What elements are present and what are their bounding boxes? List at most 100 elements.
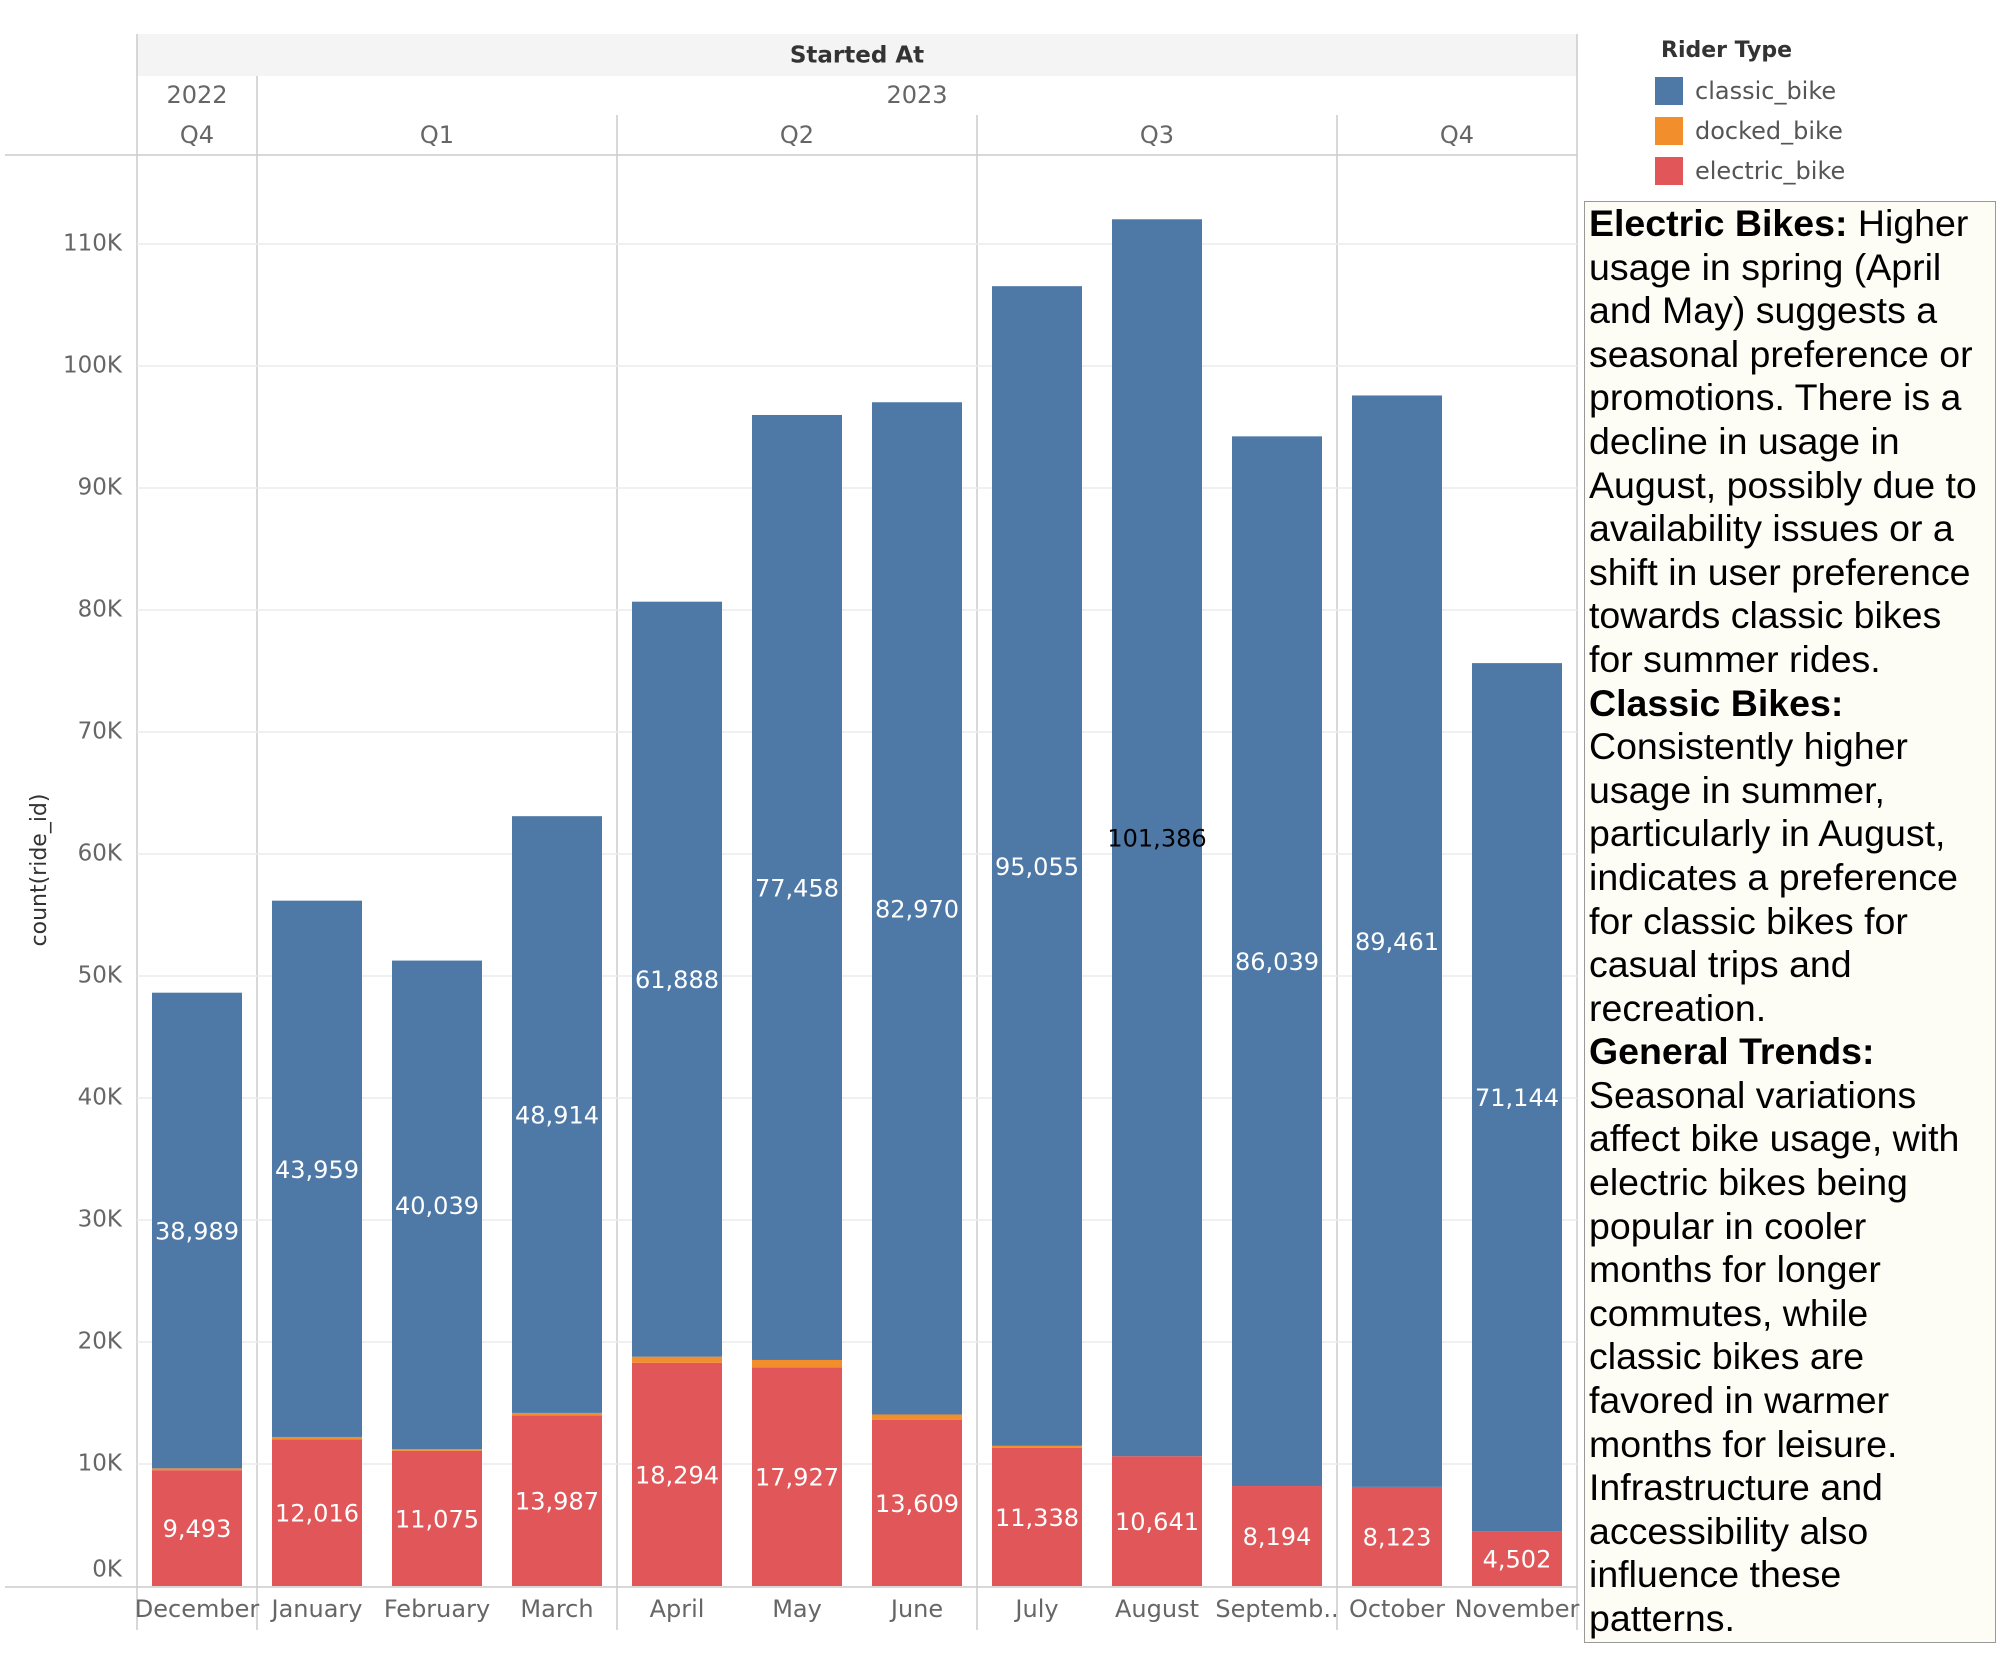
quarter-label-2: Q2 — [780, 121, 814, 149]
data-label-classic-bike-august: 101,386 — [1107, 825, 1206, 853]
bar-docked-bike-may — [752, 1359, 842, 1368]
x-tick-july: July — [1013, 1595, 1058, 1623]
data-label-electric-bike-november: 4,502 — [1483, 1546, 1552, 1574]
bar-electric-bike-june — [872, 1419, 962, 1586]
bar-electric-bike-march — [512, 1415, 602, 1586]
quarter-label-1: Q1 — [420, 121, 454, 149]
y-tick-40K: 40K — [78, 1085, 123, 1111]
year-label-2023: 2023 — [886, 81, 947, 109]
bar-electric-bike-december — [152, 1470, 242, 1586]
data-label-electric-bike-august: 10,641 — [1115, 1508, 1199, 1536]
y-tick-0K: 0K — [92, 1557, 123, 1583]
x-tick-april: April — [650, 1595, 705, 1623]
y-tick-20K: 20K — [78, 1329, 123, 1355]
year-label-2022: 2022 — [166, 81, 227, 109]
data-label-classic-bike-june: 82,970 — [875, 895, 959, 923]
x-tick-march: March — [520, 1595, 593, 1623]
data-label-classic-bike-july: 95,055 — [995, 853, 1079, 881]
bar-classic-bike-septemb — [1232, 436, 1322, 1487]
data-label-electric-bike-october: 8,123 — [1363, 1523, 1432, 1551]
y-axis-label: count(ride_id) — [27, 794, 52, 947]
bar-classic-bike-march — [512, 816, 602, 1413]
x-tick-may: May — [772, 1595, 822, 1623]
data-label-classic-bike-october: 89,461 — [1355, 928, 1439, 956]
bar-docked-bike-march — [512, 1412, 602, 1416]
bar-electric-bike-july — [992, 1447, 1082, 1586]
data-label-classic-bike-may: 77,458 — [755, 874, 839, 902]
bar-docked-bike-december — [152, 1468, 242, 1471]
data-label-electric-bike-septemb: 8,194 — [1243, 1523, 1312, 1551]
quarter-label-0: Q4 — [180, 121, 214, 149]
x-tick-october: October — [1349, 1595, 1445, 1623]
data-label-classic-bike-february: 40,039 — [395, 1192, 479, 1220]
data-label-electric-bike-december: 9,493 — [163, 1515, 232, 1543]
data-label-electric-bike-may: 17,927 — [755, 1464, 839, 1492]
y-tick-50K: 50K — [78, 963, 123, 989]
header-band — [137, 34, 1577, 76]
annotation-text-classic-bikes: Consistently higher usage in summer, par… — [1589, 725, 1958, 1029]
legend-title: Rider Type — [1661, 38, 1793, 63]
y-tick-90K: 90K — [78, 475, 123, 501]
x-tick-august: August — [1115, 1595, 1199, 1623]
bar-classic-bike-december — [152, 992, 242, 1469]
stacked-bar-chart: Started At 2022 2023 Q4 Q1 Q2 Q3 Q4 0K 10K 20K 30K 4… — [5, 34, 1580, 1630]
legend-label-electric-bike: electric_bike — [1695, 157, 1846, 185]
y-tick-100K: 100K — [63, 353, 123, 379]
bar-docked-bike-january — [272, 1436, 362, 1440]
data-label-classic-bike-december: 38,989 — [155, 1218, 239, 1246]
legend-label-docked-bike: docked_bike — [1695, 117, 1843, 145]
data-label-electric-bike-march: 13,987 — [515, 1488, 599, 1516]
annotation-electric-bikes: Electric Bikes: Higher usage in spring (… — [1589, 202, 1989, 682]
bar-docked-bike-april — [632, 1356, 722, 1363]
quarter-label-4: Q4 — [1440, 121, 1474, 149]
annotation-text-electric-bikes: Higher usage in spring (April and May) s… — [1589, 202, 1977, 680]
bar-classic-bike-november — [1472, 663, 1562, 1532]
annotation-general-trends: General Trends: Seasonal variations affec… — [1589, 1030, 1989, 1640]
bar-electric-bike-february — [392, 1450, 482, 1586]
legend-item-docked-bike[interactable]: docked_bike — [1655, 111, 1845, 151]
bar-classic-bike-june — [872, 402, 962, 1415]
y-tick-110K: 110K — [63, 231, 123, 257]
x-tick-january: January — [270, 1595, 363, 1623]
bar-classic-bike-august — [1112, 219, 1202, 1457]
y-tick-80K: 80K — [78, 597, 123, 623]
bar-electric-bike-april — [632, 1362, 722, 1586]
y-tick-60K: 60K — [78, 841, 123, 867]
data-label-electric-bike-july: 11,338 — [995, 1504, 1079, 1532]
bar-classic-bike-october — [1352, 395, 1442, 1487]
annotation-classic-bikes: Classic Bikes: Consistently higher usage … — [1589, 682, 1989, 1031]
annotation-heading-classic-bikes: Classic Bikes: — [1589, 681, 1844, 724]
data-label-electric-bike-january: 12,016 — [275, 1500, 359, 1528]
bar-electric-bike-january — [272, 1439, 362, 1586]
annotation-textbox: Electric Bikes: Higher usage in spring (… — [1584, 201, 1996, 1643]
bar-classic-bike-april — [632, 601, 722, 1357]
data-label-electric-bike-june: 13,609 — [875, 1490, 959, 1518]
bar-docked-bike-february — [392, 1449, 482, 1451]
data-label-electric-bike-april: 18,294 — [635, 1461, 719, 1489]
quarter-label-3: Q3 — [1140, 121, 1174, 149]
x-tick-december: December — [135, 1595, 260, 1623]
legend-item-electric-bike[interactable]: electric_bike — [1655, 151, 1845, 191]
data-label-classic-bike-january: 43,959 — [275, 1156, 359, 1184]
annotation-heading-general-trends: General Trends: — [1589, 1030, 1875, 1073]
header-title: Started At — [790, 43, 924, 69]
bar-electric-bike-november — [1472, 1531, 1562, 1586]
data-label-classic-bike-april: 61,888 — [635, 966, 719, 994]
bar-classic-bike-january — [272, 900, 362, 1437]
legend-swatch-classic-bike — [1655, 77, 1683, 105]
y-tick-10K: 10K — [78, 1451, 123, 1477]
bar-electric-bike-october — [1352, 1486, 1442, 1586]
data-label-classic-bike-november: 71,144 — [1475, 1084, 1559, 1112]
annotation-text-general-trends: Seasonal variations affect bike usage, w… — [1589, 1073, 1960, 1639]
data-label-classic-bike-septemb: 86,039 — [1235, 948, 1319, 976]
annotation-heading-electric-bikes: Electric Bikes: — [1589, 202, 1848, 244]
bar-electric-bike-may — [752, 1367, 842, 1586]
legend-item-classic-bike[interactable]: classic_bike — [1655, 71, 1845, 111]
legend-swatch-docked-bike — [1655, 117, 1683, 145]
bar-docked-bike-june — [872, 1414, 962, 1420]
bar-electric-bike-septemb — [1232, 1486, 1322, 1586]
data-label-electric-bike-february: 11,075 — [395, 1505, 479, 1533]
bar-classic-bike-february — [392, 960, 482, 1450]
x-tick-february: February — [384, 1595, 490, 1623]
x-tick-septemb: Septemb.. — [1215, 1595, 1338, 1623]
